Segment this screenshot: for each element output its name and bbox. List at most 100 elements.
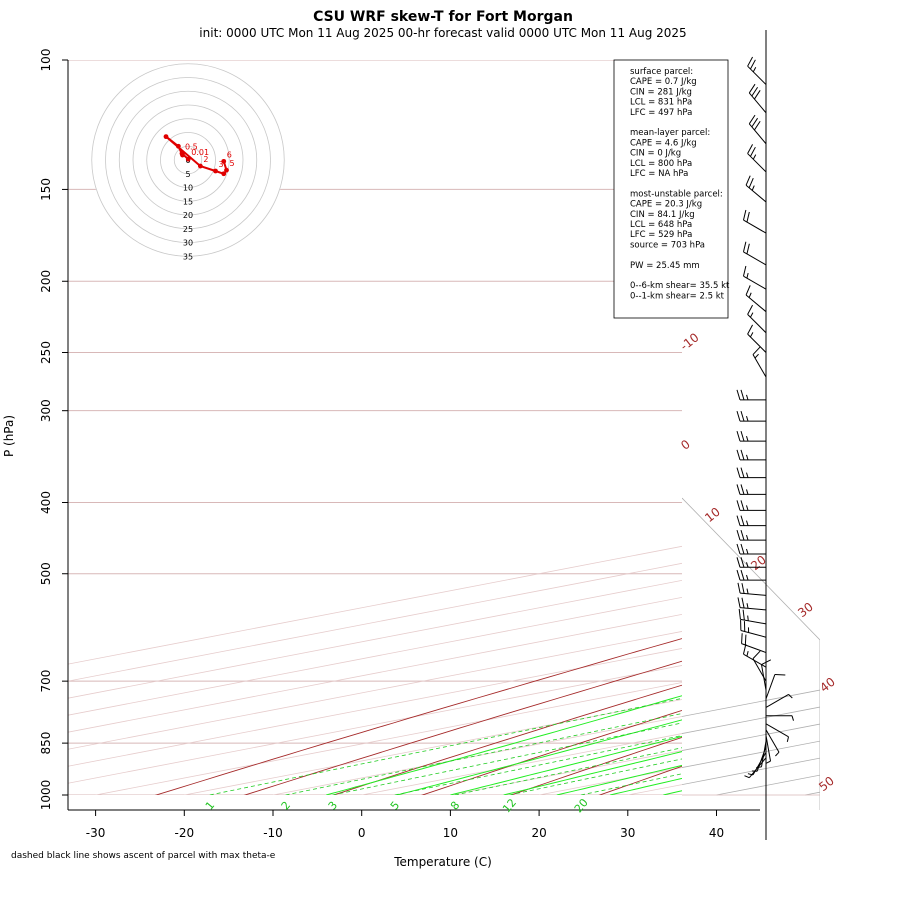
wind-barb-half-flag xyxy=(746,520,749,526)
isotherm-label: 40 xyxy=(817,675,838,695)
hodograph-point xyxy=(221,171,227,177)
mixing-ratio-label: 5 xyxy=(388,799,402,813)
moist-adiabats xyxy=(326,695,682,795)
hodograph-ring xyxy=(118,90,258,230)
wind-barb-half-flag xyxy=(752,67,757,73)
x-tick-label: -10 xyxy=(263,826,283,840)
mixing-ratio-label: 3 xyxy=(326,799,340,813)
wind-barb-half-flag xyxy=(746,562,749,568)
stats-line: CAPE = 0.7 J/kg xyxy=(630,77,697,87)
moist-adiabat xyxy=(326,695,682,795)
wind-barb-flag xyxy=(741,633,743,644)
chart-subtitle: init: 0000 UTC Mon 11 Aug 2025 00-hr for… xyxy=(199,26,686,40)
wind-barb xyxy=(736,484,766,495)
hodograph-ring xyxy=(132,104,244,216)
wind-barb-flag xyxy=(736,484,741,495)
wind-barb xyxy=(736,529,766,541)
dewpoint-line xyxy=(738,210,900,754)
stats-line: mean-layer parcel: xyxy=(630,128,710,138)
wind-barb-staff xyxy=(765,735,772,762)
wind-barb-flag xyxy=(736,557,741,568)
wind-barb-half-flag xyxy=(751,185,755,191)
hodograph-point-label: 5 xyxy=(230,159,235,168)
wind-barb-flag xyxy=(740,569,745,581)
footnote: dashed black line shows ascent of parcel… xyxy=(11,851,276,861)
hodograph-ring xyxy=(146,118,230,202)
y-tick-label: 150 xyxy=(39,178,53,201)
isotherm-label: -10 xyxy=(678,330,702,353)
wind-barb-flag xyxy=(742,265,747,277)
wind-barb xyxy=(752,346,767,378)
wind-barb xyxy=(745,285,767,313)
wind-barb xyxy=(747,324,767,353)
stats-line: LCL = 648 hPa xyxy=(630,220,692,230)
x-tick-label: -30 xyxy=(86,826,106,840)
mixing-ratio-line xyxy=(332,722,682,795)
hodograph-point-label: 0.5 xyxy=(185,142,198,151)
y-tick-label: 850 xyxy=(39,732,53,755)
wind-barb-flag xyxy=(740,467,745,478)
wind-barb-flag xyxy=(761,659,772,665)
moist-adiabat xyxy=(663,790,682,795)
hodograph-point xyxy=(175,143,181,149)
y-tick-label: 100 xyxy=(39,49,53,72)
wind-barb-flag xyxy=(737,582,741,594)
wind-barb-flag xyxy=(754,120,761,131)
background-lines xyxy=(68,60,900,810)
wind-barb-flag xyxy=(738,608,741,620)
stats-line: CAPE = 4.6 J/kg xyxy=(630,138,697,148)
moist-adiabat xyxy=(397,719,682,795)
wind-barb-staff xyxy=(740,592,767,596)
dry-adiabat xyxy=(736,66,900,810)
stats-line: CIN = 0 J/kg xyxy=(630,149,681,159)
stats-line: LCL = 800 hPa xyxy=(630,159,692,169)
dry-adiabat xyxy=(509,736,682,795)
wind-barb-staff xyxy=(760,664,767,691)
mixing-ratio-line xyxy=(454,747,682,795)
wind-barbs xyxy=(736,56,794,779)
wind-barb-flag xyxy=(752,346,761,355)
stats-line: most-unstable parcel: xyxy=(630,189,723,199)
wind-barb xyxy=(766,715,794,721)
wind-barb-half-flag xyxy=(746,454,749,461)
wind-barb-half-flag xyxy=(788,694,793,699)
hodograph-point xyxy=(197,163,203,169)
mixing-ratio-labels: 1 2 3 5 8 12 20 xyxy=(203,796,591,815)
wind-barb-flag xyxy=(748,83,756,94)
wind-barb-flag xyxy=(747,144,754,154)
mixing-ratio-line xyxy=(285,713,682,795)
mixing-ratio-lines xyxy=(209,698,682,795)
y-tick-label: 300 xyxy=(39,399,53,422)
wind-barb-staff xyxy=(740,607,767,611)
chart-title: CSU WRF skew-T for Fort Morgan xyxy=(313,9,573,25)
wind-barb-flag xyxy=(740,449,745,461)
wind-barb-flag xyxy=(740,543,745,555)
wind-barb-flag xyxy=(750,59,756,70)
wind-barb-staff xyxy=(745,184,767,203)
x-tick-label: -20 xyxy=(174,826,194,840)
isotherm-grid-line xyxy=(68,562,682,682)
mixing-ratio-line xyxy=(580,773,682,795)
wind-barb-half-flag xyxy=(746,534,749,541)
wind-barb xyxy=(765,723,790,742)
wind-barb-flag xyxy=(742,209,747,221)
wind-barb xyxy=(736,569,766,581)
wind-barb-flag xyxy=(774,673,786,676)
isotherm-label: 50 xyxy=(816,774,837,794)
wind-barb xyxy=(736,557,766,568)
wind-barb-half-flag xyxy=(754,353,759,359)
wind-barb-flag xyxy=(745,285,751,296)
wind-barb xyxy=(736,515,766,527)
wind-barb-half-flag xyxy=(746,394,749,401)
wind-barb-flag xyxy=(744,634,747,646)
hodograph-point xyxy=(185,156,191,162)
wind-barb xyxy=(760,659,772,691)
wind-barb-flag xyxy=(746,211,750,223)
wind-barb xyxy=(737,597,767,611)
wind-barb-flag xyxy=(740,411,745,422)
x-tick-label: 20 xyxy=(531,826,546,840)
wind-barb xyxy=(736,500,766,511)
wind-barb-staff xyxy=(748,123,767,145)
wind-barb-staff xyxy=(747,153,767,173)
